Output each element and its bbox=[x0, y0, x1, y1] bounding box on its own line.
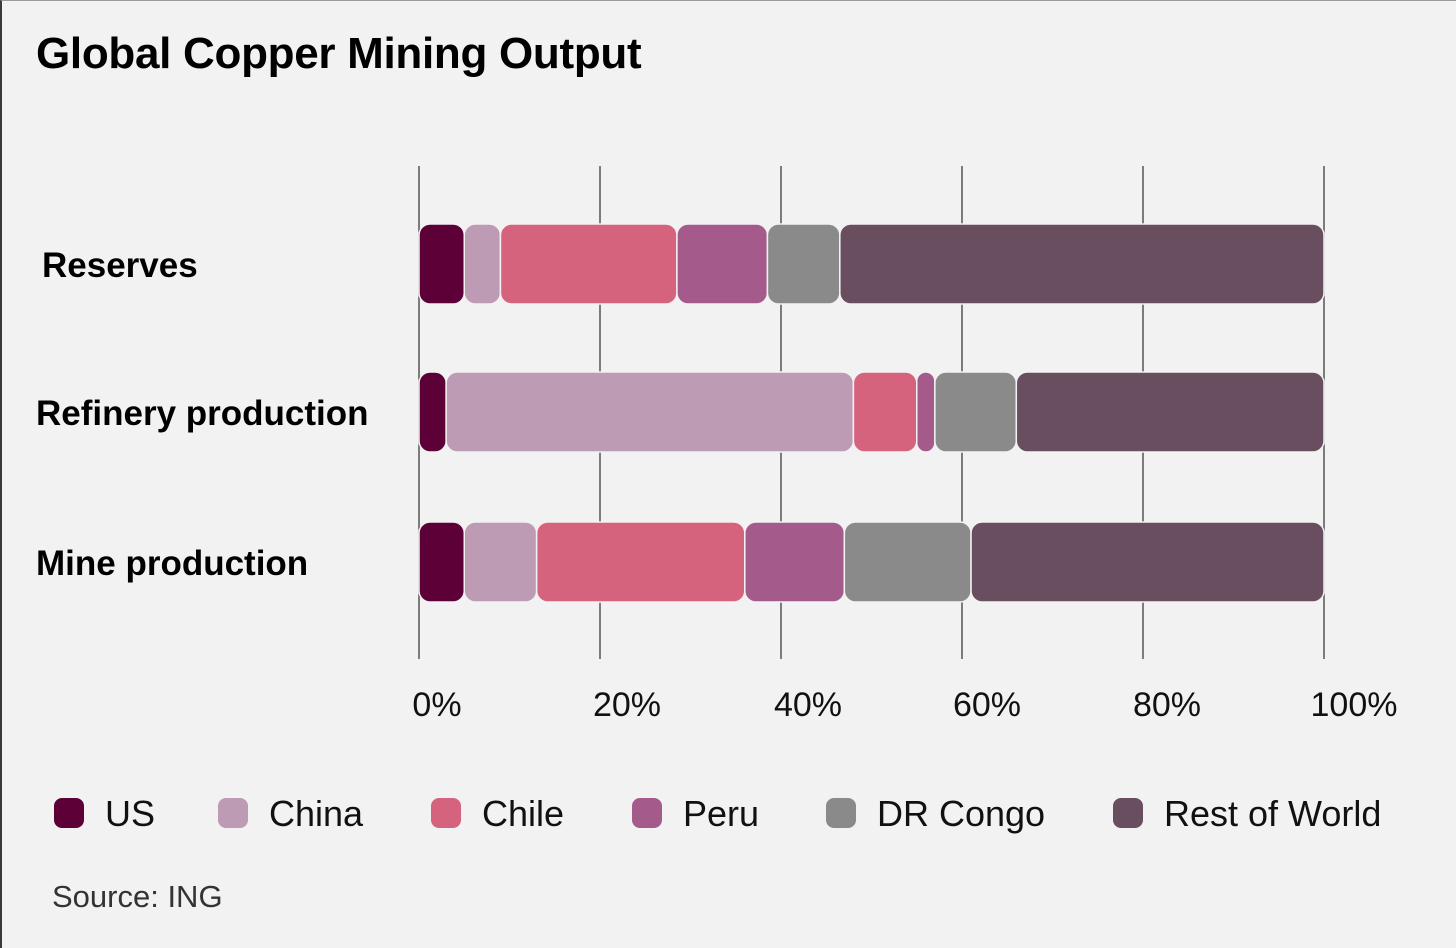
bar-mine-production-dr-congo bbox=[843, 521, 972, 603]
legend-item-rest-of-world: Rest of World bbox=[1113, 793, 1381, 834]
legend-swatch-peru bbox=[632, 798, 662, 828]
bar-reserves-dr-congo bbox=[766, 223, 841, 305]
bar-refinery-production-china bbox=[445, 371, 855, 453]
bar-refinery-production-chile bbox=[852, 371, 918, 453]
legend-label-dr-congo: DR Congo bbox=[877, 793, 1045, 834]
bar-reserves-chile bbox=[499, 223, 678, 305]
category-label-refinery-production: Refinery production bbox=[36, 394, 369, 433]
chart-title: Global Copper Mining Output bbox=[36, 29, 642, 78]
legend-label-us: US bbox=[105, 793, 155, 834]
legend-label-china: China bbox=[269, 793, 364, 834]
legend-swatch-china bbox=[218, 798, 248, 828]
bar-refinery-production-dr-congo bbox=[934, 371, 1018, 453]
bar-mine-production-china bbox=[463, 521, 538, 603]
bar-mine-production-us bbox=[418, 521, 465, 603]
legend-item-dr-congo: DR Congo bbox=[826, 793, 1045, 834]
category-label-reserves: Reserves bbox=[42, 246, 198, 285]
legend-swatch-chile bbox=[431, 798, 461, 828]
bar-refinery-production-peru bbox=[916, 371, 936, 453]
legend-item-chile: Chile bbox=[431, 793, 564, 834]
bar-refinery-production-rest-of-world bbox=[1015, 371, 1325, 453]
legend-item-china: China bbox=[218, 793, 364, 834]
bars bbox=[418, 223, 1325, 603]
x-tick-label-40: 40% bbox=[774, 686, 842, 724]
x-tick-label-60: 60% bbox=[953, 686, 1021, 724]
x-tick-label-100: 100% bbox=[1311, 686, 1398, 724]
labels: 0% 20% 40% 60% 80% 100% Reserves Refinery produ… bbox=[36, 246, 1397, 724]
bar-refinery-production-us bbox=[418, 371, 447, 453]
legend-label-peru: Peru bbox=[683, 793, 759, 834]
legend-swatch-rest-of-world bbox=[1113, 798, 1143, 828]
legend-label-rest-of-world: Rest of World bbox=[1164, 793, 1381, 834]
bar-mine-production-rest-of-world bbox=[970, 521, 1325, 603]
x-tick-label-0: 0% bbox=[412, 686, 461, 724]
legend-swatch-dr-congo bbox=[826, 798, 856, 828]
legend-swatch-us bbox=[54, 798, 84, 828]
bar-reserves-peru bbox=[676, 223, 769, 305]
category-label-mine-production: Mine production bbox=[36, 544, 308, 583]
legend-item-us: US bbox=[54, 793, 155, 834]
bar-reserves-us bbox=[418, 223, 465, 305]
bar-reserves-rest-of-world bbox=[839, 223, 1325, 305]
x-tick-label-20: 20% bbox=[593, 686, 661, 724]
bar-reserves-china bbox=[463, 223, 502, 305]
source-note: Source: ING bbox=[52, 879, 223, 914]
x-tick-label-80: 80% bbox=[1133, 686, 1201, 724]
legend: US China Chile Peru DR Congo Rest of World bbox=[54, 793, 1381, 834]
bar-mine-production-chile bbox=[535, 521, 746, 603]
legend-item-peru: Peru bbox=[632, 793, 759, 834]
legend-label-chile: Chile bbox=[482, 793, 564, 834]
bar-mine-production-peru bbox=[744, 521, 846, 603]
